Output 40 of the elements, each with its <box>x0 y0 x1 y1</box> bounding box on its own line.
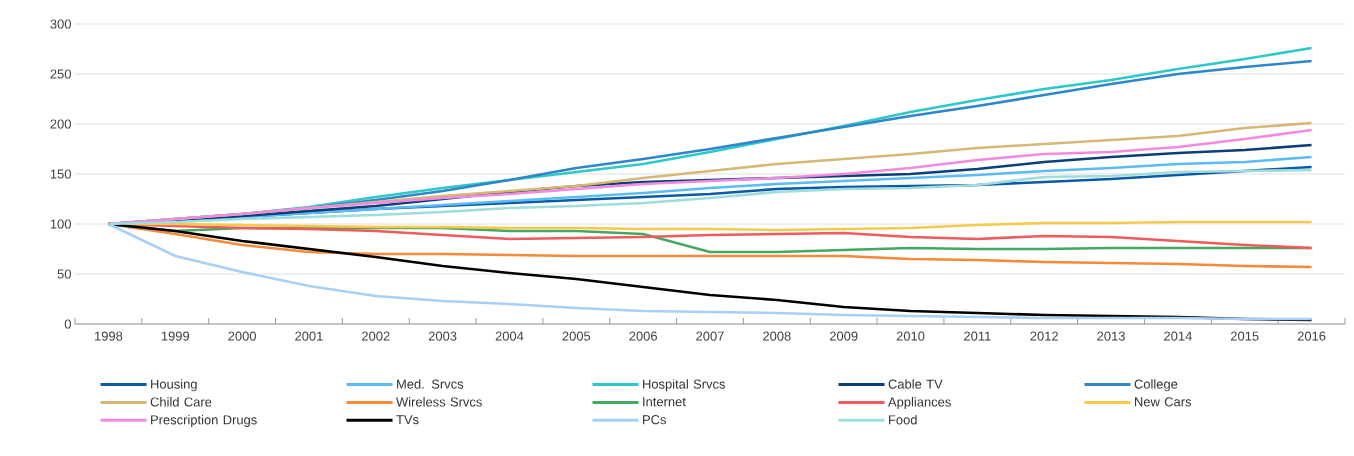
x-tick-label: 2004 <box>495 331 524 341</box>
legend-label: Housing <box>151 379 197 392</box>
legend-label: College <box>1134 379 1178 392</box>
x-tick-label: 1998 <box>95 331 123 341</box>
legend-label: Prescription Drugs <box>151 414 257 427</box>
y-tick-label: 50 <box>57 269 71 279</box>
y-tick-label: 0 <box>64 319 71 329</box>
x-tick-label: 2005 <box>562 331 591 341</box>
x-tick-label: 2007 <box>696 331 724 341</box>
legend-label: New Cars <box>1135 397 1192 407</box>
y-tick-label: 300 <box>50 19 71 29</box>
x-tick-label: 2001 <box>295 331 323 341</box>
legend-label: Food <box>889 414 917 425</box>
x-tick-label: 2000 <box>228 331 256 341</box>
x-tick-label: 2015 <box>1230 331 1259 341</box>
legend-label: Med. Srvcs <box>397 379 464 389</box>
x-tick-label: 2014 <box>1164 331 1192 341</box>
y-tick-label: 250 <box>50 69 71 79</box>
x-tick-label: 2010 <box>896 331 925 341</box>
x-tick-label: 2003 <box>428 331 457 341</box>
y-tick-label: 150 <box>50 169 71 179</box>
x-tick-label: 2011 <box>964 331 991 341</box>
legend-label: Hospital Srvcs <box>643 379 725 392</box>
x-tick-label: 2016 <box>1297 331 1326 341</box>
x-tick-label: 2012 <box>1030 331 1058 341</box>
legend-label: PCs <box>643 415 666 425</box>
x-tick-label: 2006 <box>629 331 657 341</box>
y-tick-label: 200 <box>50 119 71 129</box>
x-tick-label: 2002 <box>362 331 390 341</box>
y-tick-label: 100 <box>50 219 71 229</box>
legend-label: Appliances <box>888 397 951 410</box>
legend-label: Wireless Srvcs <box>396 397 482 407</box>
x-tick-label: 2013 <box>1097 331 1125 341</box>
x-tick-label: 2008 <box>763 331 791 341</box>
x-tick-label: 2009 <box>829 331 858 341</box>
legend-label: TVs <box>396 415 419 425</box>
legend-label: Internet <box>643 397 686 407</box>
x-tick-label: 1999 <box>161 331 190 341</box>
legend-label: Cable TV <box>888 379 943 389</box>
legend-label: Child Care <box>150 397 212 407</box>
